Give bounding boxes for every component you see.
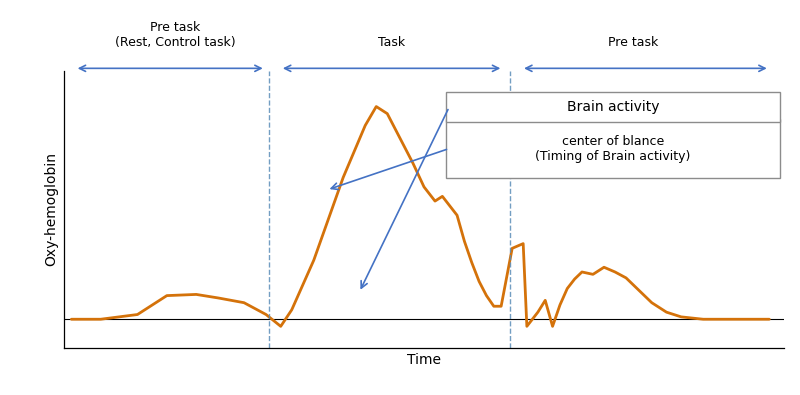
Text: Task: Task <box>378 36 405 49</box>
Text: Brain activity: Brain activity <box>566 100 659 114</box>
Text: Pre task: Pre task <box>608 36 658 49</box>
Text: center of blance
(Timing of Brain activity): center of blance (Timing of Brain activi… <box>535 135 690 162</box>
FancyBboxPatch shape <box>446 92 781 122</box>
Y-axis label: Oxy-hemoglobin: Oxy-hemoglobin <box>45 152 58 266</box>
Text: Pre task
(Rest, Control task): Pre task (Rest, Control task) <box>115 21 236 49</box>
X-axis label: Time: Time <box>407 353 441 367</box>
FancyBboxPatch shape <box>446 119 781 178</box>
